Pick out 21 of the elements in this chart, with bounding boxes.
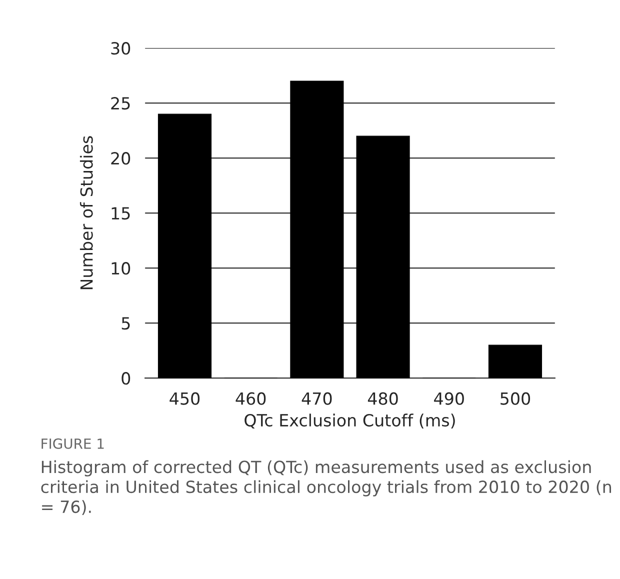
- caption: FIGURE 1: [42, 438, 104, 449]
- y-tick-label: 30: [111, 42, 130, 55]
- x-axis-title: QTc Exclusion Cutoff (ms): [244, 414, 455, 429]
- y-tick-label: 15: [112, 207, 130, 220]
- y-tick-label: 0: [122, 372, 130, 385]
- x-tick-label: 490: [434, 392, 464, 405]
- bar: [356, 136, 410, 378]
- x-tick-label: 460: [236, 392, 266, 405]
- bar: [290, 80, 344, 378]
- y-tick-label: 10: [112, 262, 130, 275]
- y-axis-title: Number of Studies: [80, 136, 93, 290]
- bar: [488, 344, 542, 378]
- x-tick-label: 500: [500, 392, 530, 405]
- x-tick-label: 450: [170, 392, 200, 405]
- bar: [158, 114, 212, 378]
- x-tick-label: 480: [368, 392, 398, 405]
- y-tick-label: 25: [111, 97, 130, 110]
- x-tick-label: 470: [302, 392, 332, 405]
- y-tick-label: 5: [122, 317, 130, 330]
- y-tick-label: 20: [111, 152, 130, 165]
- text: Histogram of corrected QT (QTc) measurements used as exclusion criteria in United States clinical oncology trials from 2010 to 2020 (n = 76).: [41, 460, 612, 516]
